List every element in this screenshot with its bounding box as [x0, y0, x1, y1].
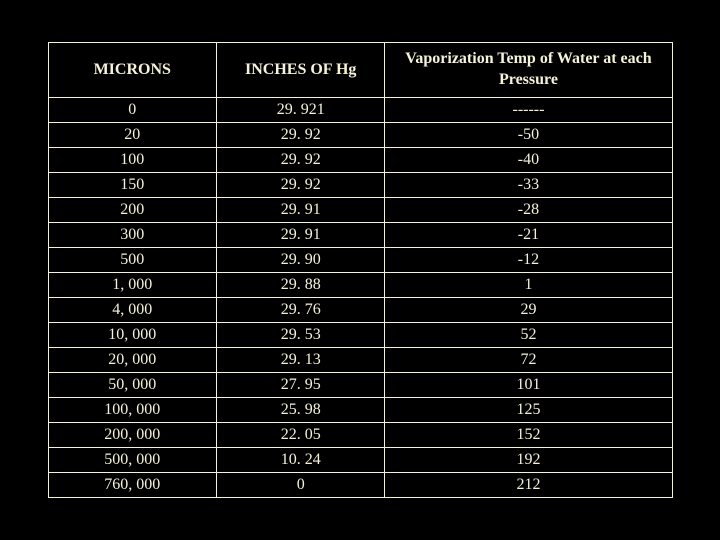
cell-microns: 4, 000 — [48, 297, 216, 322]
cell-vapor: -50 — [385, 122, 672, 147]
table-body: 029. 921------ 2029. 92-50 10029. 92-40 … — [48, 97, 672, 497]
cell-inches: 29. 91 — [216, 222, 384, 247]
cell-vapor: 52 — [385, 322, 672, 347]
table-row: 10, 00029. 5352 — [48, 322, 672, 347]
cell-microns: 10, 000 — [48, 322, 216, 347]
cell-vapor: ------ — [385, 97, 672, 122]
cell-vapor: -33 — [385, 172, 672, 197]
cell-inches: 29. 90 — [216, 247, 384, 272]
table-row: 100, 00025. 98125 — [48, 397, 672, 422]
table-row: 10029. 92-40 — [48, 147, 672, 172]
cell-inches: 29. 76 — [216, 297, 384, 322]
pressure-table-container: MICRONS INCHES OF Hg Vaporization Temp o… — [48, 42, 673, 498]
cell-microns: 1, 000 — [48, 272, 216, 297]
cell-vapor: 152 — [385, 422, 672, 447]
cell-inches: 29. 13 — [216, 347, 384, 372]
cell-inches: 29. 92 — [216, 122, 384, 147]
cell-inches: 29. 88 — [216, 272, 384, 297]
table-header-row: MICRONS INCHES OF Hg Vaporization Temp o… — [48, 43, 672, 98]
cell-microns: 100, 000 — [48, 397, 216, 422]
cell-vapor: 101 — [385, 372, 672, 397]
cell-microns: 150 — [48, 172, 216, 197]
table-row: 500, 00010. 24192 — [48, 447, 672, 472]
cell-microns: 500 — [48, 247, 216, 272]
header-vapor: Vaporization Temp of Water at each Press… — [385, 43, 672, 98]
header-microns: MICRONS — [48, 43, 216, 98]
cell-microns: 200, 000 — [48, 422, 216, 447]
table-header: MICRONS INCHES OF Hg Vaporization Temp o… — [48, 43, 672, 98]
table-row: 1, 00029. 881 — [48, 272, 672, 297]
cell-inches: 29. 921 — [216, 97, 384, 122]
table-row: 50, 00027. 95101 — [48, 372, 672, 397]
cell-microns: 100 — [48, 147, 216, 172]
cell-vapor: 72 — [385, 347, 672, 372]
table-row: 760, 0000212 — [48, 472, 672, 497]
cell-vapor: 1 — [385, 272, 672, 297]
cell-inches: 29. 92 — [216, 172, 384, 197]
table-row: 20, 00029. 1372 — [48, 347, 672, 372]
table-row: 50029. 90-12 — [48, 247, 672, 272]
pressure-table: MICRONS INCHES OF Hg Vaporization Temp o… — [48, 42, 673, 498]
table-row: 30029. 91-21 — [48, 222, 672, 247]
table-row: 4, 00029. 7629 — [48, 297, 672, 322]
cell-vapor: 29 — [385, 297, 672, 322]
cell-microns: 300 — [48, 222, 216, 247]
cell-vapor: -21 — [385, 222, 672, 247]
cell-microns: 50, 000 — [48, 372, 216, 397]
cell-vapor: -12 — [385, 247, 672, 272]
table-row: 15029. 92-33 — [48, 172, 672, 197]
cell-vapor: 192 — [385, 447, 672, 472]
cell-inches: 0 — [216, 472, 384, 497]
header-inches: INCHES OF Hg — [216, 43, 384, 98]
cell-inches: 27. 95 — [216, 372, 384, 397]
cell-microns: 200 — [48, 197, 216, 222]
cell-microns: 760, 000 — [48, 472, 216, 497]
cell-vapor: 125 — [385, 397, 672, 422]
cell-microns: 20 — [48, 122, 216, 147]
cell-microns: 0 — [48, 97, 216, 122]
table-row: 20029. 91-28 — [48, 197, 672, 222]
table-row: 029. 921------ — [48, 97, 672, 122]
table-row: 2029. 92-50 — [48, 122, 672, 147]
cell-microns: 20, 000 — [48, 347, 216, 372]
cell-inches: 29. 92 — [216, 147, 384, 172]
table-row: 200, 00022. 05152 — [48, 422, 672, 447]
cell-inches: 25. 98 — [216, 397, 384, 422]
cell-inches: 29. 91 — [216, 197, 384, 222]
cell-microns: 500, 000 — [48, 447, 216, 472]
cell-vapor: 212 — [385, 472, 672, 497]
cell-vapor: -40 — [385, 147, 672, 172]
cell-vapor: -28 — [385, 197, 672, 222]
cell-inches: 22. 05 — [216, 422, 384, 447]
cell-inches: 10. 24 — [216, 447, 384, 472]
cell-inches: 29. 53 — [216, 322, 384, 347]
